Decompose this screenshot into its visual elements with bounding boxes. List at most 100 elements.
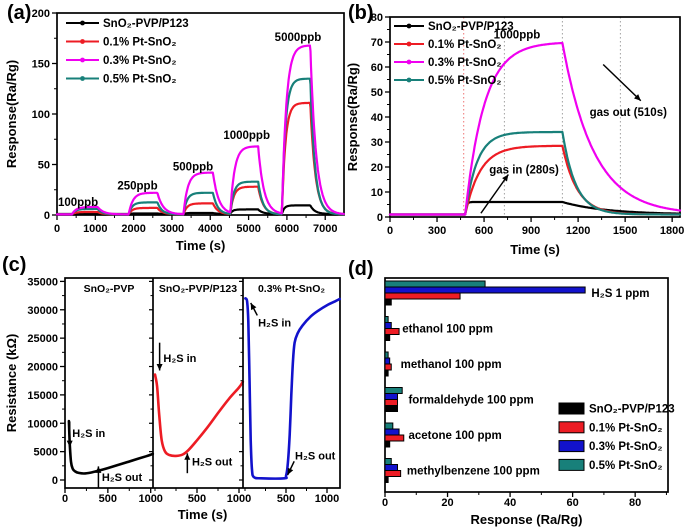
- svg-text:900: 900: [522, 225, 540, 237]
- svg-text:0.5% Pt-SnO₂: 0.5% Pt-SnO₂: [589, 460, 663, 472]
- svg-text:100: 100: [32, 109, 50, 121]
- svg-text:1000: 1000: [227, 493, 251, 505]
- svg-text:20: 20: [371, 162, 383, 174]
- svg-text:1500: 1500: [613, 225, 637, 237]
- svg-text:H₂S 1 ppm: H₂S 1 ppm: [591, 288, 649, 300]
- svg-text:methylbenzene 100 ppm: methylbenzene 100 ppm: [407, 466, 540, 478]
- svg-text:20000: 20000: [27, 362, 58, 374]
- svg-text:0: 0: [54, 223, 60, 235]
- svg-text:Time (s): Time (s): [176, 238, 226, 253]
- svg-text:250ppb: 250ppb: [117, 181, 157, 193]
- svg-text:1000: 1000: [315, 493, 339, 505]
- svg-text:1000ppb: 1000ppb: [494, 30, 541, 42]
- svg-text:2000: 2000: [121, 223, 145, 235]
- svg-text:5000ppb: 5000ppb: [275, 32, 322, 44]
- svg-text:6000: 6000: [275, 223, 299, 235]
- chart-c: 05000100001500020000250003000035000Time …: [4, 276, 341, 522]
- svg-text:7000: 7000: [313, 223, 337, 235]
- svg-text:0: 0: [387, 225, 393, 237]
- panel-a-label: (a): [7, 2, 32, 24]
- svg-text:H₂S in: H₂S in: [258, 317, 291, 329]
- svg-text:0.3% Pt-SnO₂: 0.3% Pt-SnO₂: [103, 55, 177, 67]
- svg-text:15000: 15000: [27, 390, 58, 402]
- svg-text:3000: 3000: [160, 223, 184, 235]
- svg-text:Resistance (kΩ): Resistance (kΩ): [4, 334, 19, 433]
- svg-text:40: 40: [371, 112, 383, 124]
- svg-text:acetone 100 ppm: acetone 100 ppm: [408, 430, 501, 442]
- svg-text:1000ppb: 1000ppb: [223, 130, 270, 142]
- svg-text:200: 200: [32, 8, 50, 20]
- panel-c-label: (c): [2, 254, 27, 276]
- svg-text:H₂S in: H₂S in: [72, 428, 105, 440]
- svg-text:Time (s): Time (s): [178, 507, 228, 522]
- svg-text:600: 600: [475, 225, 493, 237]
- panel-d-label: (d): [348, 258, 374, 280]
- svg-text:Response (Ra/Rg): Response (Ra/Rg): [471, 512, 583, 527]
- svg-text:ethanol 100 ppm: ethanol 100 ppm: [402, 324, 493, 336]
- svg-text:0: 0: [44, 210, 50, 222]
- svg-text:H₂S out: H₂S out: [295, 451, 336, 463]
- svg-text:gas out (510s): gas out (510s): [590, 107, 667, 119]
- svg-text:5000: 5000: [236, 223, 260, 235]
- svg-text:35000: 35000: [27, 276, 58, 288]
- panel-b-label: (b): [348, 2, 374, 24]
- svg-text:10000: 10000: [27, 418, 58, 430]
- svg-text:0.3% Pt-SnO₂: 0.3% Pt-SnO₂: [428, 57, 502, 69]
- svg-text:0.1% Pt-SnO₂: 0.1% Pt-SnO₂: [589, 422, 663, 434]
- svg-text:150: 150: [32, 59, 50, 71]
- svg-text:10: 10: [371, 187, 383, 199]
- svg-text:1800: 1800: [660, 225, 684, 237]
- svg-text:1000: 1000: [138, 493, 162, 505]
- svg-text:60: 60: [371, 62, 383, 74]
- chart-b: 0 300 600 900 1200 1500 1800 0 10 20 30 40 50 60 70 80 T…: [345, 12, 684, 257]
- svg-text:0: 0: [377, 212, 383, 224]
- svg-text:0.3% Pt-SnO₂: 0.3% Pt-SnO₂: [258, 283, 325, 295]
- svg-text:methanol 100 ppm: methanol 100 ppm: [401, 359, 502, 371]
- svg-text:500ppb: 500ppb: [173, 162, 213, 174]
- svg-text:0.1% Pt-SnO₂: 0.1% Pt-SnO₂: [428, 39, 502, 51]
- svg-text:500: 500: [188, 493, 206, 505]
- svg-text:0: 0: [382, 497, 388, 509]
- svg-text:0.5% Pt-SnO₂: 0.5% Pt-SnO₂: [103, 74, 177, 86]
- svg-text:20: 20: [441, 497, 453, 509]
- svg-text:Response(Ra/Rg): Response(Ra/Rg): [4, 60, 19, 168]
- svg-text:30: 30: [371, 137, 383, 149]
- svg-text:SnO₂-PVP/P123: SnO₂-PVP/P123: [428, 21, 514, 33]
- svg-text:5000: 5000: [34, 447, 58, 459]
- svg-text:SnO₂-PVP/P123: SnO₂-PVP/P123: [103, 18, 189, 30]
- svg-text:500: 500: [277, 493, 295, 505]
- svg-text:80: 80: [371, 12, 383, 24]
- svg-text:0.5% Pt-SnO₂: 0.5% Pt-SnO₂: [428, 75, 502, 87]
- svg-text:SnO₂-PVP/P123: SnO₂-PVP/P123: [159, 283, 237, 295]
- svg-text:formaldehyde 100 ppm: formaldehyde 100 ppm: [408, 395, 533, 407]
- svg-text:0: 0: [62, 493, 68, 505]
- svg-text:80: 80: [629, 497, 641, 509]
- svg-text:Time (s): Time (s): [510, 242, 560, 257]
- svg-text:500: 500: [99, 493, 117, 505]
- svg-text:gas in (280s): gas in (280s): [489, 165, 559, 177]
- svg-text:30000: 30000: [27, 305, 58, 317]
- svg-text:0.3% Pt-SnO₂: 0.3% Pt-SnO₂: [589, 441, 663, 453]
- svg-text:25000: 25000: [27, 333, 58, 345]
- chart-d: 0 20 40 60 80 Response (Ra/Rg) H₂S 1 ppm ethano…: [382, 277, 675, 527]
- svg-text:50: 50: [371, 87, 383, 99]
- svg-text:60: 60: [566, 497, 578, 509]
- svg-text:H₂S out: H₂S out: [192, 456, 233, 468]
- svg-text:1000: 1000: [83, 223, 107, 235]
- svg-text:H₂S out: H₂S out: [102, 472, 143, 484]
- svg-text:H₂S in: H₂S in: [163, 353, 196, 365]
- svg-text:70: 70: [371, 37, 383, 49]
- svg-text:1200: 1200: [566, 225, 590, 237]
- chart-a: 0 1000 2000 3000 4000 5000 6000 7000 0 50 100 150 20…: [4, 8, 345, 253]
- svg-text:0: 0: [52, 475, 58, 487]
- svg-text:0.1% Pt-SnO₂: 0.1% Pt-SnO₂: [103, 37, 177, 49]
- svg-text:SnO₂-PVP/P123: SnO₂-PVP/P123: [589, 404, 675, 416]
- svg-text:Response(Ra/Rg): Response(Ra/Rg): [345, 63, 360, 171]
- svg-text:100ppb: 100ppb: [58, 197, 98, 209]
- svg-text:50: 50: [38, 160, 50, 172]
- svg-text:4000: 4000: [198, 223, 222, 235]
- svg-text:SnO₂-PVP: SnO₂-PVP: [84, 283, 135, 295]
- svg-text:300: 300: [428, 225, 446, 237]
